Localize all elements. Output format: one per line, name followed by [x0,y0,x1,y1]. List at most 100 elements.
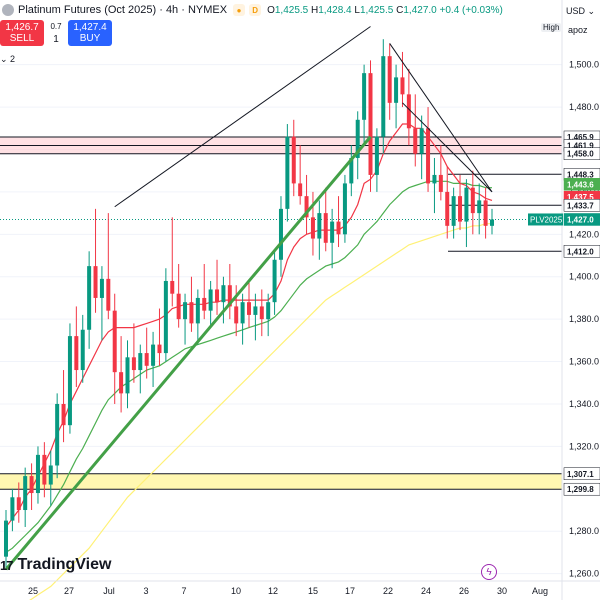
candle-body [74,336,79,371]
candle-body [362,73,367,120]
candle-body [483,200,488,226]
x-tick-label: 17 [345,586,355,596]
candle-body [23,476,28,511]
price-label: 1,299.8 [567,485,594,494]
sma-slow-line [29,223,492,600]
trendline-upper_channel [114,26,371,208]
candle-body [310,217,315,239]
currency-selector[interactable]: USD ⌄ [566,6,596,16]
x-tick-label: 25 [28,586,38,596]
price-label-box [563,482,600,496]
candle-body [208,289,213,311]
candle-body [16,497,21,511]
lightning-icon[interactable]: ϟ [481,564,497,580]
trendlines [4,26,493,571]
candle-body [490,219,494,226]
candle-body [131,357,136,371]
candle-body [10,497,15,521]
candle-body [317,213,322,239]
sell-button[interactable]: 1,426.7 SELL [0,20,44,46]
candle-body [342,183,347,235]
price-axis[interactable]: 1,260.01,280.01,300.01,320.01,340.01,360… [561,0,599,600]
price-label: 1,458.0 [567,150,594,159]
trade-panel: 1,426.7 SELL 0.7 1 1,427.4 BUY [0,20,112,46]
y-tick-label: 1,480.0 [569,102,599,112]
candle-body [445,191,450,226]
candle-body [144,353,149,366]
candle-body [477,200,482,214]
horizontal-levels [0,136,562,490]
candle-body [330,221,335,243]
y-tick-label: 1,320.0 [569,441,599,451]
candle-body [67,336,72,426]
y-tick-label: 1,420.0 [569,229,599,239]
candle-body [298,183,303,197]
candle-body [266,302,271,320]
trendline-green_support [4,135,372,571]
x-tick-label: 22 [383,586,393,596]
candle-body [304,196,309,218]
price-label: 1,427.0 [567,215,594,224]
candle-body [163,280,168,354]
buy-button[interactable]: 1,427.4 BUY [68,20,112,46]
candle-body [400,77,405,95]
tradingview-logo[interactable]: 17 TradingView [0,556,112,573]
candle-body [157,344,162,354]
price-labels: 1,465.91,461.91,458.0 1,448.31,443.6 1,437… [528,130,600,496]
price-label-box [563,147,600,160]
indicators-collapse-toggle[interactable]: ⌄ 2 [0,54,16,64]
candle-body [464,187,469,222]
candle-body [349,157,354,184]
high-marker: High [541,23,562,32]
price-label-box [563,245,600,258]
candle-body [42,454,47,485]
time-axis[interactable]: 25 27 Jul 3 7 10 12 15 17 22 24 26 30 Aug [0,580,600,596]
candle-body [125,357,130,394]
candle-body [470,187,475,214]
x-tick-label: 27 [64,586,74,596]
candle-body [426,128,431,184]
candle-body [438,174,443,192]
tradingview-icon: 17 [0,557,14,573]
candle-body [189,302,194,324]
candle-body [215,289,220,303]
candle-body [253,306,258,315]
candle-body [278,208,283,260]
candle-body [374,136,379,175]
price-zones [0,136,562,490]
price-label: 1,412.0 [567,247,594,256]
y-tick-label: 1,500.0 [569,60,599,70]
trendline-descending [402,102,493,193]
price-label-box [563,213,600,226]
unit-label[interactable]: apoz [568,25,588,35]
price-label: 1,433.7 [567,201,594,210]
candle-body [368,73,373,175]
candle-body [419,128,424,154]
candle-body [93,266,98,298]
y-tick-label: 1,260.0 [569,569,599,579]
candle-body [195,297,200,324]
x-tick-label: 26 [459,586,469,596]
candle-body [272,259,277,303]
candle-body [55,403,60,466]
candle-body [406,94,411,129]
candle-body [106,278,111,311]
candle-body [247,302,251,315]
candle-body [323,213,328,243]
symbol-title[interactable]: Platinum Futures (Oct 2025) · 4h · NYMEX [18,4,228,16]
candle-body [48,465,53,485]
y-tick-label: 1,280.0 [569,526,599,536]
zone-yellow [0,473,562,490]
y-tick-label: 1,400.0 [569,272,599,282]
candle-body [234,306,239,324]
candle-body [381,56,386,137]
candle-body [221,285,226,303]
candle-body [29,476,34,494]
x-tick-label: 30 [497,586,507,596]
x-tick-label: 3 [143,586,148,596]
symbol-tag: PLV2025 [530,215,563,224]
candlesticks [4,39,494,570]
candle-body [138,353,143,371]
ohlc-values: O1,425.5 H1,428.4 L1,425.5 C1,427.0 +0.4… [267,4,503,16]
